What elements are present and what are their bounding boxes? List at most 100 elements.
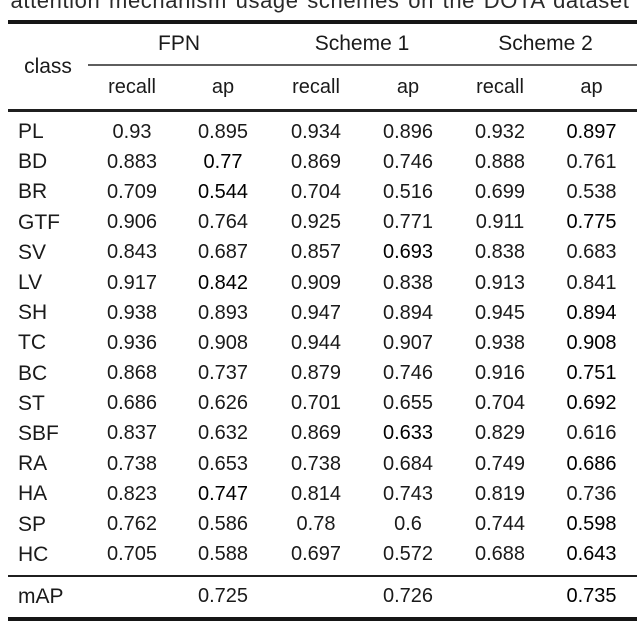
- ap-cell: 0.842: [197, 271, 249, 294]
- recall-cell: 0.913: [474, 271, 526, 294]
- row-class-label: ST: [18, 391, 45, 415]
- row-class-label: SV: [18, 240, 47, 264]
- recall-cell: 0.947: [290, 301, 342, 324]
- recall-cell: 0.837: [106, 422, 158, 445]
- ap-cell: 0.746: [382, 150, 434, 173]
- recall-cell: 0.762: [106, 513, 158, 536]
- ap-cell: 0.896: [382, 120, 434, 143]
- recall-cell: 0.704: [474, 392, 526, 415]
- recall-cell: 0.829: [474, 422, 526, 445]
- ap-cell: 0.895: [197, 120, 249, 143]
- ap-cell: 0.684: [382, 452, 434, 475]
- ap-cell: 0.598: [566, 513, 617, 536]
- ap-cell: 0.908: [197, 331, 249, 354]
- sub-header-recall: recall: [454, 65, 546, 112]
- ap-cell: 0.6: [394, 513, 422, 536]
- row-class-label: BR: [18, 180, 48, 204]
- recall-cell: 0.697: [290, 543, 342, 566]
- recall-cell: 0.883: [106, 150, 158, 173]
- recall-cell: 0.938: [474, 331, 526, 354]
- recall-cell: 0.934: [290, 120, 342, 143]
- row-class-label: HA: [18, 482, 48, 506]
- sub-header-ap: ap: [362, 65, 454, 112]
- ap-cell: 0.907: [382, 331, 434, 354]
- ap-cell: 0.771: [382, 211, 434, 234]
- recall-cell: 0.936: [106, 331, 158, 354]
- ap-cell: 0.908: [566, 331, 617, 354]
- ap-cell: 0.655: [382, 392, 434, 415]
- ap-cell: 0.747: [197, 482, 249, 505]
- ap-cell: 0.626: [197, 392, 249, 415]
- row-class-label: LV: [18, 271, 43, 295]
- map-value-cell: 0.726: [362, 574, 454, 619]
- row-class-label: PL: [18, 120, 44, 144]
- ap-cell: 0.683: [566, 241, 617, 264]
- recall-cell: 0.823: [106, 482, 158, 505]
- ap-cell: 0.743: [382, 482, 434, 505]
- recall-cell: 0.911: [475, 211, 525, 234]
- ap-cell: 0.764: [197, 211, 249, 234]
- recall-cell: 0.925: [290, 211, 342, 234]
- recall-cell: 0.93: [112, 120, 152, 143]
- table-row: RA 0.738 0.653 0.738 0.684 0.749 0.686: [8, 449, 637, 479]
- map-label: mAP: [8, 574, 88, 619]
- table-row: PL 0.93 0.895 0.934 0.896 0.932 0.897: [8, 111, 637, 148]
- ap-cell: 0.693: [382, 241, 434, 264]
- ap-cell: 0.894: [566, 301, 617, 324]
- ap-cell: 0.692: [566, 392, 617, 415]
- recall-cell: 0.686: [106, 392, 158, 415]
- recall-cell: 0.838: [474, 241, 526, 264]
- ap-cell: 0.841: [566, 271, 617, 294]
- ap-cell: 0.632: [197, 422, 249, 445]
- recall-cell: 0.738: [290, 452, 342, 475]
- recall-cell: 0.917: [106, 271, 158, 294]
- recall-cell: 0.868: [106, 362, 158, 385]
- group-header-row: class FPN Scheme 1 Scheme 2: [8, 22, 637, 112]
- table-header: class FPN Scheme 1 Scheme 2 recall ap re…: [8, 22, 637, 112]
- table-row: SH 0.938 0.893 0.947 0.894 0.945 0.894: [8, 298, 637, 328]
- table-row: SV 0.843 0.687 0.857 0.693 0.838 0.683: [8, 238, 637, 268]
- corner-label: class: [8, 22, 88, 112]
- caption-text-clipped: attention mechanism usage schemes on the…: [10, 0, 630, 13]
- ap-cell: 0.572: [382, 543, 434, 566]
- recall-cell: 0.916: [474, 362, 526, 385]
- table-row: HA 0.823 0.747 0.814 0.743 0.819 0.736: [8, 479, 637, 509]
- row-class-label: RA: [18, 452, 48, 476]
- map-empty-cell: [270, 574, 362, 619]
- ap-cell: 0.737: [197, 362, 249, 385]
- sub-header-row: recall ap recall ap recall ap: [8, 65, 637, 112]
- map-value-cell: 0.735: [546, 574, 637, 619]
- results-table: class FPN Scheme 1 Scheme 2 recall ap re…: [8, 20, 637, 621]
- recall-cell: 0.709: [106, 180, 158, 203]
- row-class-label: SP: [18, 512, 47, 536]
- ap-cell: 0.516: [382, 180, 434, 203]
- table-row: BD 0.883 0.77 0.869 0.746 0.888 0.761: [8, 147, 637, 177]
- recall-cell: 0.906: [106, 211, 158, 234]
- ap-cell: 0.893: [197, 301, 249, 324]
- sub-header-ap: ap: [546, 65, 637, 112]
- ap-cell: 0.736: [566, 482, 617, 505]
- sub-header-ap: ap: [176, 65, 270, 112]
- ap-cell: 0.77: [203, 150, 243, 173]
- ap-cell: 0.746: [382, 362, 434, 385]
- recall-cell: 0.819: [474, 482, 526, 505]
- table-footer: mAP 0.725 0.726 0.735: [8, 574, 637, 619]
- ap-cell: 0.687: [197, 241, 249, 264]
- recall-cell: 0.78: [296, 513, 336, 536]
- recall-cell: 0.869: [290, 150, 342, 173]
- recall-cell: 0.944: [290, 331, 342, 354]
- table-row: LV 0.917 0.842 0.909 0.838 0.913 0.841: [8, 268, 637, 298]
- caption-clip: attention mechanism usage schemes on the…: [0, 0, 640, 13]
- row-class-label: HC: [18, 542, 49, 566]
- table-row: BC 0.868 0.737 0.879 0.746 0.916 0.751: [8, 359, 637, 389]
- recall-cell: 0.705: [106, 543, 158, 566]
- recall-cell: 0.814: [290, 482, 342, 505]
- map-empty-cell: [88, 574, 176, 619]
- map-row: mAP 0.725 0.726 0.735: [8, 574, 637, 619]
- recall-cell: 0.888: [474, 150, 526, 173]
- recall-cell: 0.701: [290, 392, 342, 415]
- group-header-scheme1: Scheme 1: [270, 22, 454, 66]
- row-class-label: GTF: [18, 210, 60, 234]
- recall-cell: 0.688: [474, 543, 526, 566]
- table-row: SP 0.762 0.586 0.78 0.6 0.744 0.598: [8, 509, 637, 539]
